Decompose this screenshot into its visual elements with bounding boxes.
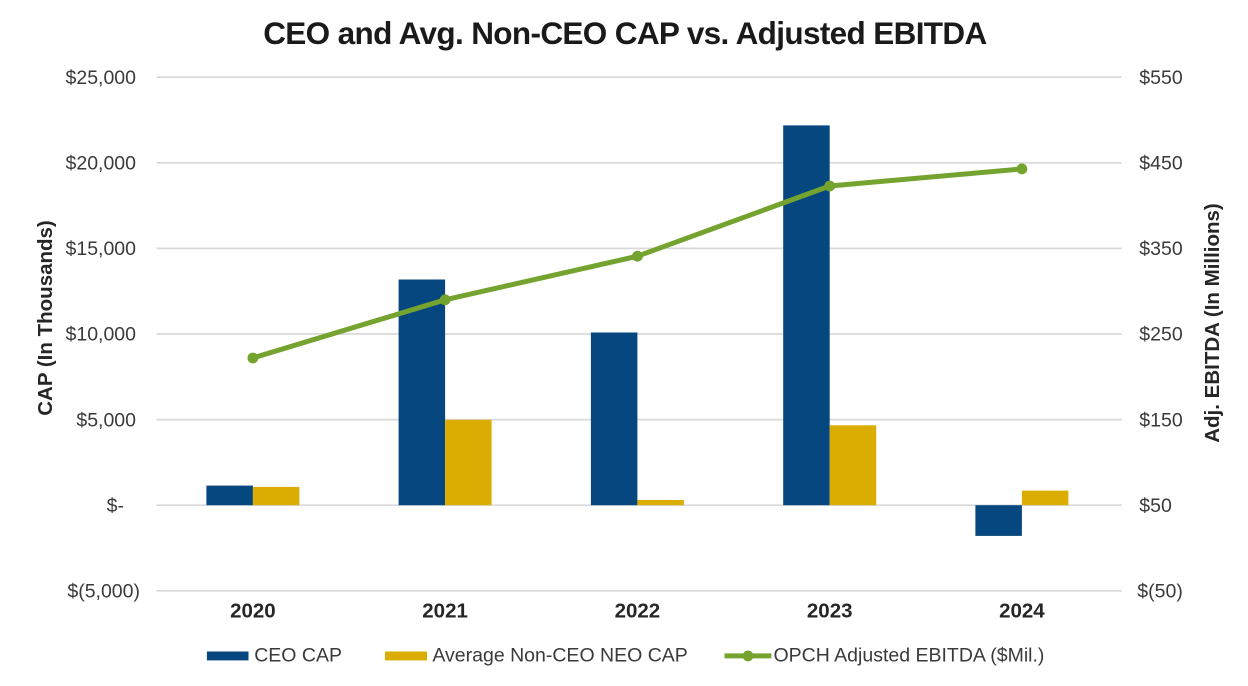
svg-text:CAP (In Thousands): CAP (In Thousands) [34,220,57,416]
svg-text:$(50): $(50) [1137,581,1183,603]
svg-text:OPCH Adjusted EBITDA ($Mil.): OPCH Adjusted EBITDA ($Mil.) [774,644,1045,666]
svg-text:Average Non-CEO NEO CAP: Average Non-CEO NEO CAP [432,644,687,666]
svg-text:$20,000: $20,000 [66,153,137,175]
svg-text:$-: $- [107,495,124,517]
svg-text:$150: $150 [1139,409,1183,431]
svg-text:CEO and Avg. Non-CEO CAP vs. A: CEO and Avg. Non-CEO CAP vs. Adjusted EB… [263,15,986,51]
svg-text:$350: $350 [1139,238,1183,260]
svg-text:$50: $50 [1139,495,1172,517]
svg-text:$15,000: $15,000 [66,238,137,260]
svg-text:$250: $250 [1139,324,1183,346]
svg-text:2023: 2023 [807,600,853,623]
svg-text:$550: $550 [1139,67,1183,89]
svg-text:2022: 2022 [615,600,661,623]
svg-text:CEO CAP: CEO CAP [254,644,342,666]
svg-text:$5,000: $5,000 [76,409,136,431]
svg-text:$10,000: $10,000 [66,324,137,346]
svg-text:$450: $450 [1139,153,1183,175]
svg-text:2020: 2020 [230,600,276,623]
svg-text:Adj. EBITDA (In Millions): Adj. EBITDA (In Millions) [1201,203,1224,443]
svg-text:2024: 2024 [999,600,1045,623]
svg-text:$25,000: $25,000 [66,67,137,89]
svg-text:2021: 2021 [422,600,468,623]
svg-text:$(5,000): $(5,000) [67,581,140,603]
